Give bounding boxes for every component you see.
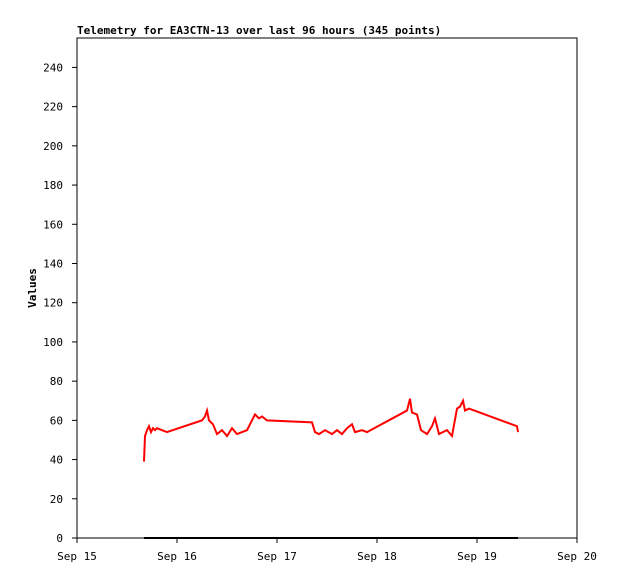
x-tick-label: Sep 18 xyxy=(357,550,397,563)
y-tick-label: 220 xyxy=(43,101,63,114)
x-tick-label: Sep 19 xyxy=(457,550,497,563)
y-tick-label: 180 xyxy=(43,179,63,192)
y-tick-label: 200 xyxy=(43,140,63,153)
y-tick-label: 120 xyxy=(43,297,63,310)
y-tick-label: 240 xyxy=(43,61,63,74)
x-tick-label: Sep 20 xyxy=(557,550,597,563)
y-axis-label: Values xyxy=(26,268,39,308)
chart-title: Telemetry for EA3CTN-13 over last 96 hou… xyxy=(77,24,441,37)
x-tick-label: Sep 17 xyxy=(257,550,297,563)
y-tick-label: 60 xyxy=(50,414,63,427)
x-tick-label: Sep 15 xyxy=(57,550,97,563)
y-tick-label: 0 xyxy=(56,532,63,545)
plot-frame xyxy=(76,37,578,539)
y-tick-label: 100 xyxy=(43,336,63,349)
y-tick-label: 80 xyxy=(50,375,63,388)
y-tick-label: 40 xyxy=(50,454,63,467)
y-tick-label: 160 xyxy=(43,218,63,231)
x-tick-label: Sep 16 xyxy=(157,550,197,563)
y-tick-label: 140 xyxy=(43,257,63,270)
data-line xyxy=(143,397,519,462)
y-tick-label: 20 xyxy=(50,493,63,506)
